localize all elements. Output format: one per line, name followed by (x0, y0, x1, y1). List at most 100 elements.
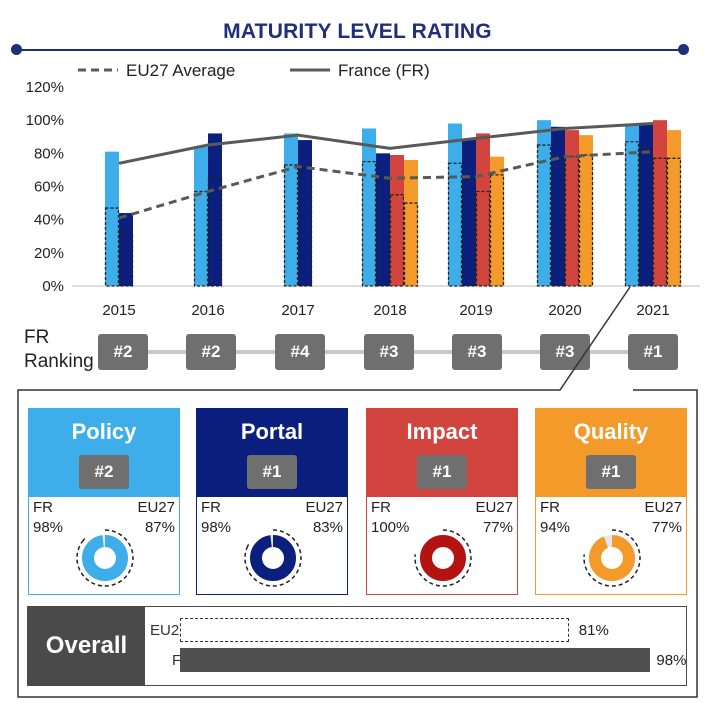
eu-bar-portal-2015 (118, 232, 134, 287)
overall-eu-value: 81% (578, 622, 609, 639)
bar-portal-2017 (298, 140, 312, 286)
card-policy-title: Policy (71, 419, 137, 444)
bar-quality-2021 (667, 130, 681, 286)
legend-eu27-label: EU27 Average (126, 61, 235, 80)
card-quality-eu-arc (583, 529, 641, 587)
legend-france-label: France (FR) (338, 61, 430, 80)
rank-badge-2016: #2 (186, 334, 236, 370)
card-portal-eu-label: EU27 (305, 499, 343, 516)
card-policy-body: FR 98% EU27 87% (29, 497, 179, 594)
bar-impact-2019 (476, 133, 490, 286)
card-policy-fr-arc (82, 535, 128, 581)
x-tick-label: 2015 (102, 302, 135, 319)
x-tick-label: 2016 (191, 302, 224, 319)
bar-quality-2020 (579, 135, 593, 286)
bar-quality-2018 (404, 159, 418, 286)
fr-ranking-label-line1: FR (24, 327, 50, 348)
card-impact-fr-arc (420, 535, 466, 581)
overall-fr-value: 98% (656, 652, 687, 669)
card-policy-eu-label: EU27 (137, 499, 175, 516)
card-impact-eu-value: 77% (482, 519, 513, 536)
rank-badge-2019: #3 (452, 334, 502, 370)
bar-portal-2018 (376, 153, 390, 286)
bar-policy-2015 (105, 151, 119, 286)
rank-badge-2015: #2 (98, 334, 148, 370)
rank-badge-2018: #3 (364, 334, 414, 370)
maturity-chart: 0% 20% 40% 60% 80% 100% 120% 2015 2016 2017 2018 20… (26, 61, 700, 319)
bar-policy-2021 (625, 123, 639, 286)
overall-label: Overall (28, 607, 145, 685)
card-portal-donut (244, 529, 302, 587)
bar-portal-2016 (208, 133, 222, 286)
y-tick-label: 20% (34, 245, 64, 262)
bar-portal-2020 (551, 126, 565, 286)
card-policy: Policy #2 FR 98% EU27 87% (28, 408, 180, 595)
card-portal-fr-arc (250, 535, 296, 581)
fr-ranking-label-line2: Ranking (24, 351, 94, 372)
card-quality-header: Quality #1 (536, 409, 686, 497)
eu-bar-portal-2018 (375, 179, 391, 287)
x-tick-label: 2021 (636, 302, 669, 319)
title-rule-dot-right (678, 44, 689, 55)
card-impact-body: FR 100% EU27 77% (367, 497, 517, 594)
card-portal-fr-label: FR (201, 499, 221, 516)
card-portal-fr-value: 98% (201, 519, 232, 536)
card-impact-eu-label: EU27 (475, 499, 513, 516)
card-portal-body: FR 98% EU27 83% (197, 497, 347, 594)
card-quality-fr-arc (589, 535, 635, 581)
y-tick-label: 40% (34, 212, 64, 229)
eu-bar-quality-2019 (489, 174, 505, 287)
card-quality-title: Quality (573, 419, 649, 444)
card-policy-fr-label: FR (33, 499, 53, 516)
card-impact: Impact #1 FR 100% EU27 77% (366, 408, 518, 595)
eu-bar-quality-2020 (578, 154, 594, 287)
eu-bar-policy-2016 (193, 190, 209, 287)
card-quality-eu-value: 77% (651, 519, 682, 536)
card-portal-eu-arc (244, 529, 302, 587)
overall-eu-bar (180, 618, 569, 642)
bar-policy-2019 (448, 123, 462, 286)
card-policy-donut (76, 529, 134, 587)
y-tick-label: 80% (34, 145, 64, 162)
card-impact-eu-arc (414, 529, 472, 587)
card-impact-title: Impact (406, 419, 478, 444)
eu-bar-policy-2021 (624, 141, 640, 287)
page-title: MATURITY LEVEL RATING (223, 20, 492, 43)
y-tick-label: 0% (42, 278, 64, 295)
bar-impact-2021 (653, 120, 667, 287)
overall-eu-label: EU27 (150, 622, 188, 639)
bar-impact-2018 (390, 154, 404, 286)
bar-quality-2019 (490, 156, 504, 286)
card-policy-fr-value: 98% (33, 519, 64, 536)
bar-portal-2019 (462, 138, 476, 286)
eu-bar-portal-2017 (297, 167, 313, 287)
eu-bar-impact-2019 (475, 190, 491, 287)
title-rule (16, 49, 686, 51)
card-portal: Portal #1 FR 98% EU27 83% (196, 408, 348, 595)
france-line (118, 121, 654, 165)
card-policy-rank: #2 (79, 455, 129, 489)
eu-bar-policy-2015 (104, 207, 120, 287)
card-impact-rank: #1 (417, 455, 467, 489)
card-impact-fr-label: FR (371, 499, 391, 516)
eu-bar-policy-2019 (447, 162, 463, 287)
card-quality: Quality #1 FR 94% EU27 77% (535, 408, 687, 595)
eu-bar-portal-2016 (207, 175, 223, 287)
x-tick-label: 2017 (281, 302, 314, 319)
rank-badge-2020: #3 (540, 334, 590, 370)
eu-bar-quality-2021 (666, 157, 682, 287)
eu-bar-quality-2018 (403, 202, 419, 287)
card-quality-fr-value: 94% (540, 519, 571, 536)
bar-impact-2020 (565, 130, 579, 286)
title-rule-dot-left (11, 44, 22, 55)
card-impact-fr-value: 100% (371, 519, 410, 536)
card-policy-eu-arc (76, 529, 134, 587)
x-tick-label: 2018 (373, 302, 406, 319)
bar-policy-2017 (284, 133, 298, 286)
y-tick-label: 60% (34, 179, 64, 196)
eu-bar-impact-2021 (652, 157, 668, 287)
card-policy-eu-value: 87% (144, 519, 175, 536)
card-impact-donut (414, 529, 472, 587)
card-quality-donut (583, 529, 641, 587)
eu-bar-policy-2017 (283, 164, 299, 287)
